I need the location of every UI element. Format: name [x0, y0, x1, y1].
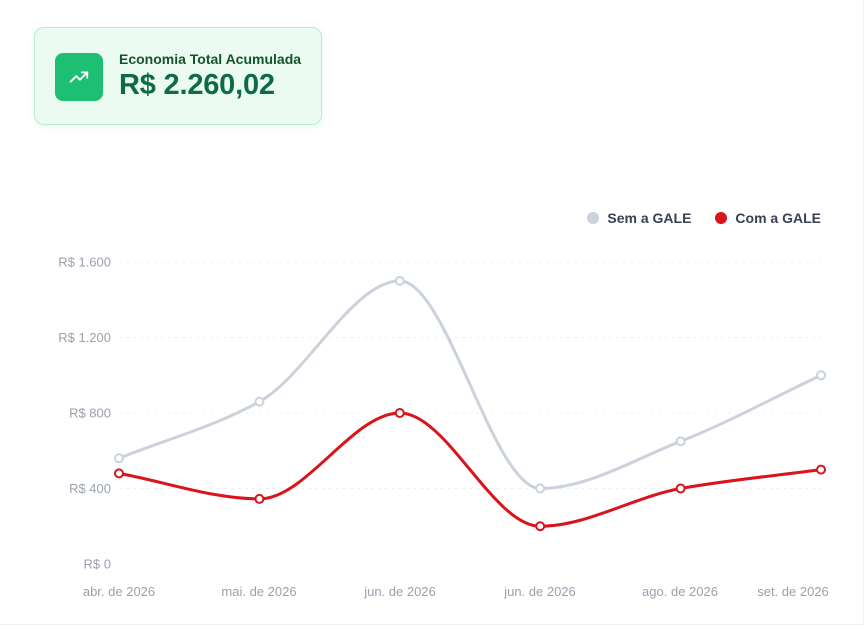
legend-item-sem-gale[interactable]: Sem a GALE — [587, 210, 691, 226]
y-tick-label: R$ 1.600 — [58, 255, 111, 270]
data-point-0 — [675, 436, 686, 447]
trending-up-icon — [55, 53, 103, 101]
legend-swatch-com-gale — [715, 212, 728, 224]
data-point-0 — [394, 275, 405, 286]
y-tick-label: R$ 400 — [69, 481, 111, 496]
x-tick-label: set. de 2026 — [757, 584, 829, 599]
data-point-1 — [254, 493, 265, 504]
series-line-1 — [117, 411, 823, 528]
data-point-1 — [675, 483, 686, 494]
x-tick-label: jun. de 2026 — [503, 584, 576, 599]
data-point-0 — [254, 396, 265, 407]
data-point-0 — [816, 370, 826, 381]
total-savings-value: R$ 2.260,02 — [119, 69, 275, 101]
legend-swatch-sem-gale — [587, 212, 600, 224]
total-savings-label: Economia Total Acumulada — [119, 51, 302, 67]
data-point-1 — [816, 464, 826, 475]
x-tick-label: jun. de 2026 — [363, 584, 436, 599]
legend-label-com-gale: Com a GALE — [735, 210, 821, 226]
series-line-0 — [117, 279, 823, 490]
legend-item-com-gale[interactable]: Com a GALE — [715, 210, 821, 226]
total-savings-card: Economia Total Acumulada R$ 2.260,02 — [34, 27, 322, 125]
y-tick-label: R$ 800 — [69, 406, 111, 421]
data-point-1 — [394, 408, 405, 418]
data-point-0 — [114, 453, 124, 464]
x-tick-label: ago. de 2026 — [642, 584, 718, 599]
data-point-0 — [535, 483, 546, 494]
chart-legend: Sem a GALE Com a GALE — [587, 210, 821, 226]
y-tick-label: R$ 0 — [84, 557, 111, 572]
data-point-1 — [114, 468, 124, 479]
data-point-1 — [535, 521, 546, 532]
x-tick-label: mai. de 2026 — [221, 584, 296, 599]
x-tick-label: abr. de 2026 — [83, 584, 155, 599]
legend-label-sem-gale: Sem a GALE — [607, 210, 692, 226]
y-tick-label: R$ 1.200 — [58, 330, 111, 345]
